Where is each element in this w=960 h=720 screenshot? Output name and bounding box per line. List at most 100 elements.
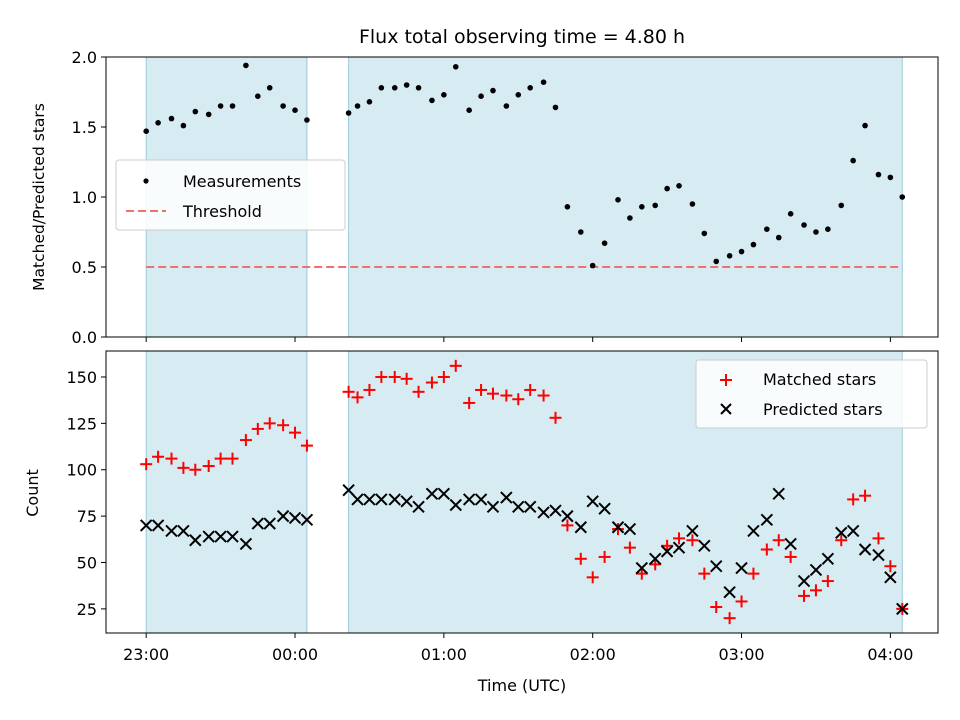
predicted-star-marker [809,563,823,577]
matched-star-marker [289,426,302,439]
predicted-star-marker [586,495,599,508]
matched-star-marker [859,489,872,502]
predicted-star-marker [772,487,785,501]
bottom-y-ticks: 25 50 75 100 125 150 [66,368,106,619]
top-x-ticks [145,337,891,342]
matched-star-marker [673,532,686,545]
bottom-legend: Matched stars Predicted stars [695,359,928,429]
predicted-star-marker [500,491,513,504]
predicted-star-marker [623,522,637,536]
predicted-star-marker [202,530,215,543]
matched-star-marker [884,560,897,573]
top-y-axis-label: Matched/Predicted stars [30,103,48,291]
predicted-star-marker [549,504,562,517]
y-tick-label: 0.5 [72,258,97,277]
measurement-point [775,234,782,241]
predicted-star-marker [574,521,587,534]
measurement-point [229,103,236,109]
matched-star-marker [486,387,499,400]
bottom-y-axis-label: Count [23,469,42,517]
matched-star-marker [165,452,178,465]
measurement-point [466,107,472,113]
x-tick-label: 23:00 [123,645,169,664]
predicted-star-marker [263,517,276,530]
matched-star-marker [189,463,202,476]
matched-star-marker [351,391,364,404]
matched-star-marker [847,493,860,506]
measurement-point [601,240,608,246]
measurement-point [676,183,682,189]
top-legend-box [115,159,346,231]
predicted-star-marker [760,513,774,527]
x-tick-label: 03:00 [718,645,764,664]
measurement-point [143,128,149,134]
predicted-star-marker [449,498,462,512]
predicted-star-marker [723,585,736,599]
matched-star-marker [747,567,760,580]
measurement-point [478,93,484,99]
measurement-point [899,194,906,200]
predicted-star-marker [276,509,290,523]
predicted-star-marker [425,487,439,501]
matched-star-marker [760,543,773,556]
predicted-star-marker [698,539,711,553]
matched-star-marker [872,532,885,545]
matched-star-marker [449,359,462,372]
predicted-star-marker [561,509,574,523]
predicted-star-marker [486,500,500,514]
bottom-x-ticks: 23:00 00:00 01:00 02:00 03:00 04:00 [123,633,913,664]
predicted-star-marker [388,493,401,506]
measurement-point [378,85,385,91]
matched-star-marker [214,452,227,465]
shaded-interval [145,350,308,634]
measurement-point [266,85,273,91]
measurement-point [540,79,547,85]
matched-star-marker [649,558,662,571]
predicted-star-marker [858,543,872,556]
y-tick-label: 0.0 [72,328,97,347]
predicted-star-marker [351,493,364,506]
measurement-point [639,204,645,210]
predicted-star-marker [710,560,723,573]
predicted-star-marker [437,487,451,501]
predicted-star-marker [821,552,835,565]
measurement-point [862,122,868,129]
measurement-point [391,85,398,91]
predicted-star-marker [251,517,265,530]
predicted-star-marker [537,506,550,519]
matched-star-marker [512,393,525,406]
matched-star-marker [412,385,425,398]
measurement-point [280,103,286,109]
measurement-point [564,204,571,210]
x-tick-label: 00:00 [272,645,318,664]
measurement-point [255,93,261,99]
predicted-star-marker [784,537,797,551]
measurement-point [441,92,447,98]
matched-star-marker [835,534,848,547]
x-tick-label: 04:00 [867,645,913,664]
legend-matched-marker [720,374,732,386]
y-tick-label: 125 [66,414,97,433]
measurement-point [155,120,161,126]
top-legend: Measurements Threshold [115,159,346,231]
predicted-star-marker [412,500,425,514]
measurement-point [345,110,352,116]
measurement-point [217,103,224,109]
matched-star-marker [723,612,736,625]
measurement-point [527,85,533,91]
measurement-point [875,171,882,178]
measurement-point [589,262,596,269]
matched-star-marker [226,452,239,465]
measurement-point [168,115,175,122]
measurement-point [515,92,522,98]
measurement-point [292,107,298,113]
measurement-point [243,62,249,69]
predicted-star-marker [226,530,239,543]
matched-star-marker [400,372,413,385]
measurement-point [738,248,745,255]
measurement-point [713,258,720,265]
predicted-star-marker [872,548,885,562]
measurement-point [366,99,373,105]
measurement-point [429,97,435,104]
predicted-star-marker [512,500,525,514]
